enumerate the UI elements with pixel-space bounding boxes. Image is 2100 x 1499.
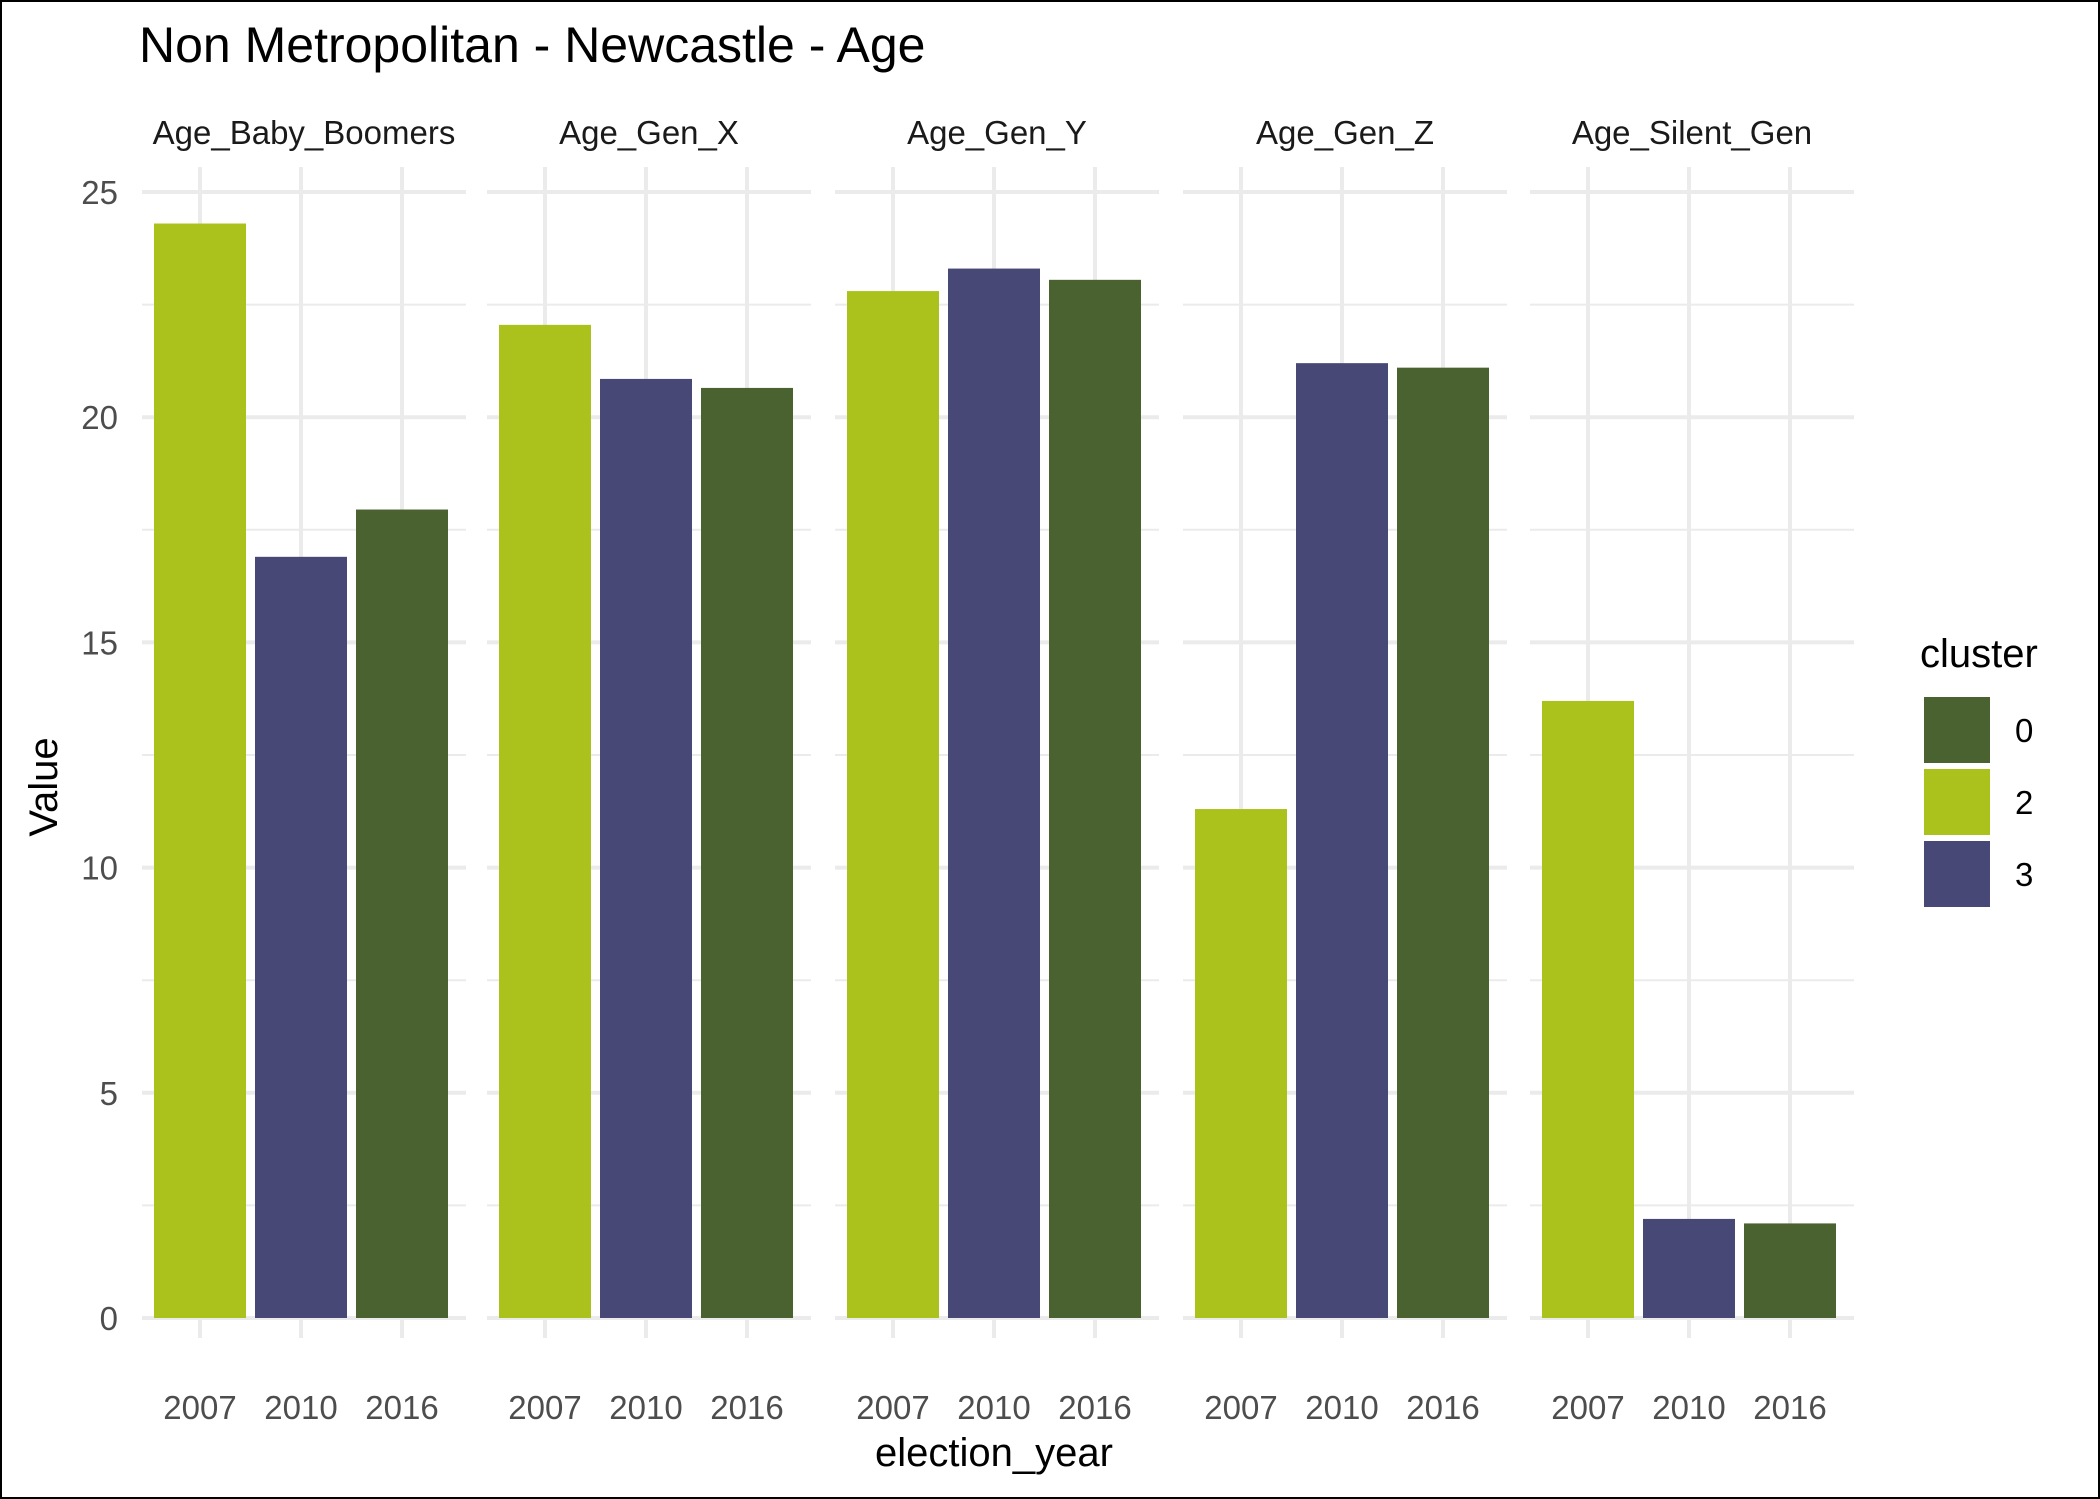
x-tick-label: 2007 xyxy=(1204,1389,1277,1426)
bar xyxy=(1049,279,1141,1318)
legend: cluster 0 2 3 xyxy=(1920,632,2038,907)
y-tick-label: 0 xyxy=(100,1300,118,1337)
facet-panels: Age_Baby_Boomers 2007 2010 2016 Age_Gen_X 200… xyxy=(142,114,1854,1426)
x-tick-label: 2010 xyxy=(1652,1389,1725,1426)
bar xyxy=(1397,367,1489,1318)
x-tick-label: 2016 xyxy=(1406,1389,1479,1426)
chart-title: Non Metropolitan - Newcastle - Age xyxy=(139,17,925,73)
legend-key xyxy=(1924,769,1990,835)
x-tick-label: 2016 xyxy=(710,1389,783,1426)
bar xyxy=(255,556,347,1318)
legend-key xyxy=(1924,841,1990,907)
x-tick-label: 2010 xyxy=(1305,1389,1378,1426)
y-tick-label: 25 xyxy=(81,174,118,211)
y-axis: 0 5 10 15 20 25 xyxy=(81,174,118,1337)
bar xyxy=(499,324,591,1318)
y-tick-label: 5 xyxy=(100,1075,118,1112)
y-tick-label: 10 xyxy=(81,850,118,887)
legend-label: 3 xyxy=(2015,856,2033,893)
x-tick-label: 2010 xyxy=(609,1389,682,1426)
facet-panel: Age_Gen_Y 2007 2010 2016 xyxy=(835,114,1159,1426)
facet-strip-label: Age_Gen_Z xyxy=(1256,114,1434,151)
legend-key xyxy=(1924,697,1990,763)
facet-strip-label: Age_Gen_X xyxy=(559,114,739,151)
bar xyxy=(1296,363,1388,1319)
facet-panel: Age_Gen_X 2007 2010 2016 xyxy=(487,114,811,1426)
x-tick-label: 2007 xyxy=(1551,1389,1624,1426)
y-axis-title: Value xyxy=(22,737,66,836)
bar xyxy=(356,509,448,1319)
x-axis-title: election_year xyxy=(875,1431,1113,1475)
bar xyxy=(701,387,793,1318)
bar xyxy=(1195,809,1287,1318)
bar xyxy=(1542,700,1634,1318)
y-tick-label: 15 xyxy=(81,624,118,661)
bar xyxy=(1744,1223,1836,1318)
x-tick-label: 2016 xyxy=(1753,1389,1826,1426)
bar xyxy=(948,268,1040,1318)
x-tick-label: 2010 xyxy=(264,1389,337,1426)
facet-strip-label: Age_Baby_Boomers xyxy=(153,114,456,151)
x-tick-label: 2007 xyxy=(856,1389,929,1426)
x-tick-label: 2007 xyxy=(163,1389,236,1426)
facet-panel: Age_Silent_Gen 2007 2010 2016 xyxy=(1530,114,1854,1426)
legend-label: 2 xyxy=(2015,784,2033,821)
bar xyxy=(154,223,246,1319)
y-tick-label: 20 xyxy=(81,399,118,436)
x-tick-label: 2010 xyxy=(957,1389,1030,1426)
facet-panel: Age_Gen_Z 2007 2010 2016 xyxy=(1183,114,1507,1426)
x-tick-label: 2016 xyxy=(1058,1389,1131,1426)
facet-strip-label: Age_Silent_Gen xyxy=(1572,114,1812,151)
legend-title: cluster xyxy=(1920,632,2038,676)
bar xyxy=(847,291,939,1318)
legend-label: 0 xyxy=(2015,712,2033,749)
facet-panel: Age_Baby_Boomers 2007 2010 2016 xyxy=(142,114,466,1426)
facet-strip-label: Age_Gen_Y xyxy=(907,114,1087,151)
x-tick-label: 2007 xyxy=(508,1389,581,1426)
bar xyxy=(600,378,692,1318)
x-tick-label: 2016 xyxy=(365,1389,438,1426)
bar xyxy=(1643,1218,1735,1318)
